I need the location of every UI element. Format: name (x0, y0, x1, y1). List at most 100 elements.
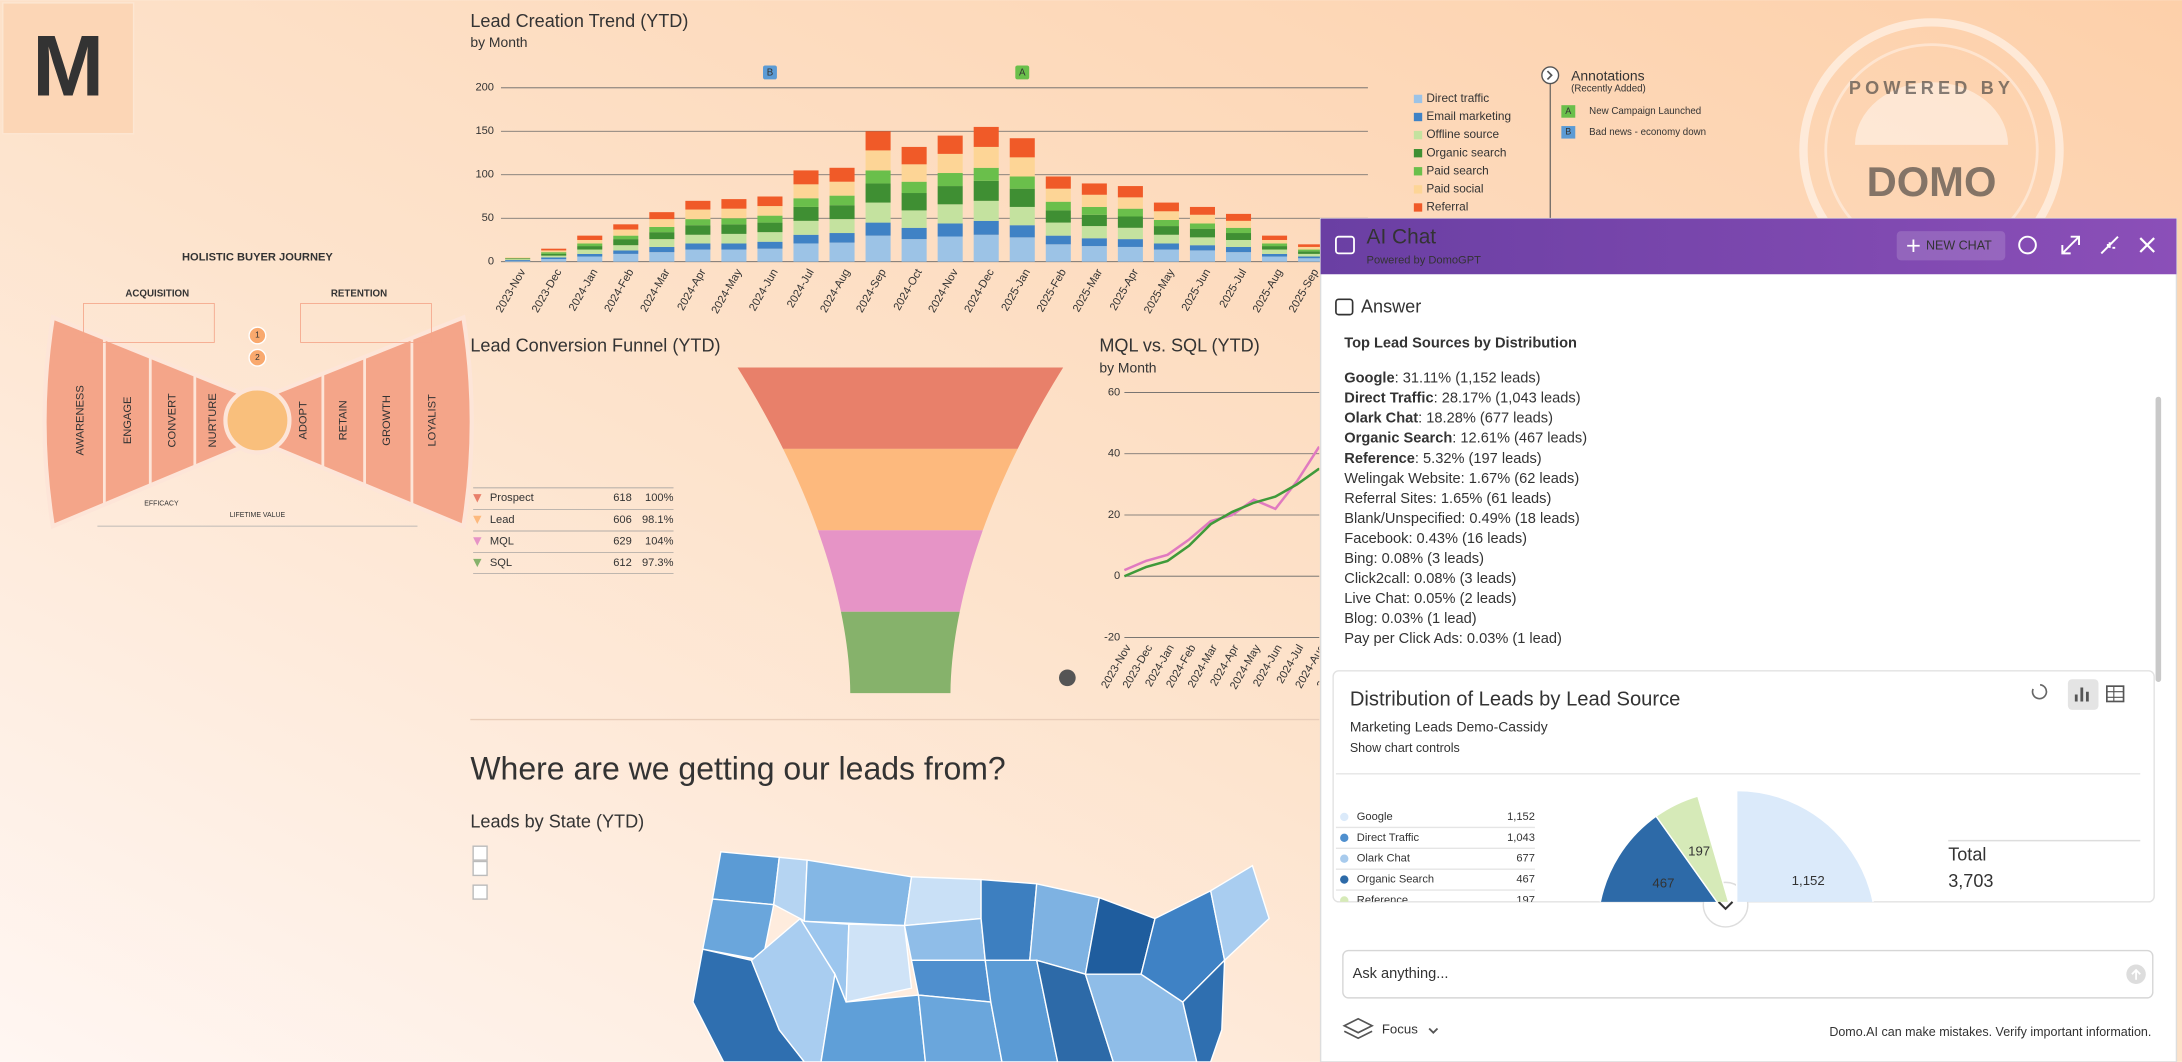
bar-segment (829, 181, 855, 196)
row-name: Lead (490, 514, 515, 526)
table-view-button[interactable] (2106, 685, 2125, 703)
history-button[interactable] (2018, 235, 2037, 255)
slice-label: 1,152 (1792, 873, 1825, 888)
acquisition-label: ACQUISITION (125, 288, 189, 299)
map-chart-toggle[interactable] (472, 884, 488, 900)
retention-funnel (273, 314, 474, 530)
source-detail: : 0.43% (16 leads) (1408, 531, 1527, 547)
answer-line: Organic Search: 12.61% (467 leads) (1344, 431, 1587, 447)
bar-segment (685, 249, 711, 262)
bar-segment (613, 224, 639, 230)
zoom-in[interactable] (472, 845, 488, 861)
chat-icon (1335, 235, 1355, 255)
legend-label: Direct Traffic (1357, 832, 1420, 844)
bar-segment (901, 227, 927, 240)
bar-segment (613, 239, 639, 246)
funnel-segment (817, 530, 983, 612)
bar-segment (541, 255, 567, 258)
row-icon (473, 515, 482, 525)
source-name: Blog (1344, 611, 1373, 627)
source-detail: : 0.49% (18 leads) (1461, 511, 1580, 527)
step-number: 2 (255, 352, 260, 362)
bar-segment (613, 250, 639, 254)
source-name: Welingak Website (1344, 471, 1460, 487)
acquisition-funnel (42, 314, 242, 530)
annotation-toggle[interactable] (1541, 66, 1560, 85)
y-tick-label: 100 (475, 169, 494, 181)
legend-label: Google (1357, 811, 1393, 823)
bar-segment (973, 234, 999, 262)
chart-title: Lead Creation Trend (YTD) (470, 11, 688, 31)
bar-segment (901, 239, 927, 262)
bar-segment (757, 222, 783, 233)
bar-segment (685, 234, 711, 244)
bar-segment (973, 146, 999, 168)
annotation-marker (763, 65, 777, 80)
bar-segment (901, 193, 927, 211)
bar-segment (649, 212, 675, 220)
funnel-segment (737, 367, 1064, 449)
source-name: Google (1344, 370, 1394, 386)
bar-segment (505, 258, 531, 260)
chevron-down (1717, 901, 1734, 911)
state (1182, 958, 1226, 1062)
shield-icon (1058, 669, 1076, 687)
bar-segment (1225, 239, 1252, 247)
source-name: Pay per Click Ads (1344, 631, 1458, 647)
bar-segment (1117, 197, 1143, 209)
bar-segment (1153, 249, 1179, 262)
bar-segment (829, 219, 855, 234)
answer-line: Pay per Click Ads: 0.03% (1 lead) (1344, 631, 1562, 647)
bar-segment (685, 209, 711, 220)
legend-value: 1,152 (1507, 811, 1535, 823)
bar-segment (1081, 246, 1107, 262)
new-chat-button[interactable] (1896, 231, 2006, 261)
bar-segment (1189, 228, 1215, 238)
y-tick-label: 0 (1114, 570, 1120, 582)
scrollbar[interactable] (2155, 396, 2162, 682)
bar-segment (1298, 258, 1324, 262)
source-detail: : 12.61% (467 leads) (1452, 431, 1587, 447)
bar-segment (1153, 219, 1179, 227)
bar-segment (1045, 222, 1071, 236)
bar-segment (1081, 183, 1107, 195)
bar-segment (1009, 157, 1035, 177)
legend-value: 197 (1516, 894, 1535, 906)
bar-segment (973, 167, 999, 181)
chat-title: AI Chat (1367, 226, 1437, 249)
bar-segment (721, 199, 747, 209)
zoom-out[interactable] (472, 860, 488, 877)
show-controls-link[interactable]: Show chart controls (1350, 741, 1460, 755)
chat-input[interactable] (1342, 949, 2154, 999)
bar-segment (793, 220, 819, 235)
answer-heading: Top Lead Sources by Distribution (1344, 336, 1577, 352)
y-tick-label: 0 (488, 256, 494, 268)
annotation-tag-label: A (1565, 106, 1571, 116)
bar-segment (901, 146, 927, 165)
chart-subtitle: by Month (470, 34, 527, 50)
bar-segment (1298, 244, 1324, 247)
section-heading: Where are we getting our leads from? (470, 751, 1005, 787)
source-detail: : 0.03% (1 lead) (1459, 631, 1562, 647)
legend-dot (1340, 875, 1349, 884)
lifetime-label: LIFETIME VALUE (230, 512, 286, 519)
source-name: Olark Chat (1344, 411, 1418, 427)
ai-chat-panel: Distribution of Leads by Lead Source Mark… (1319, 217, 2178, 1062)
annotation-tag (1561, 126, 1576, 139)
bar-segment (865, 183, 891, 203)
collapse-button[interactable] (2100, 235, 2119, 255)
source-name: Click2call (1344, 571, 1406, 587)
focus-dropdown[interactable] (1428, 1027, 1439, 1034)
buyer-journey (42, 303, 474, 530)
bar-segment (541, 252, 567, 254)
bar-segment (1117, 246, 1143, 262)
card-subtitle: Marketing Leads Demo-Cassidy (1350, 719, 1548, 735)
close-button[interactable] (2139, 237, 2155, 253)
reset-button[interactable] (2031, 683, 2048, 700)
total-value: 3,703 (1948, 871, 1993, 891)
source-name: Facebook (1344, 531, 1409, 547)
state (980, 878, 1038, 961)
annotations-title: Annotations (1571, 67, 1644, 83)
